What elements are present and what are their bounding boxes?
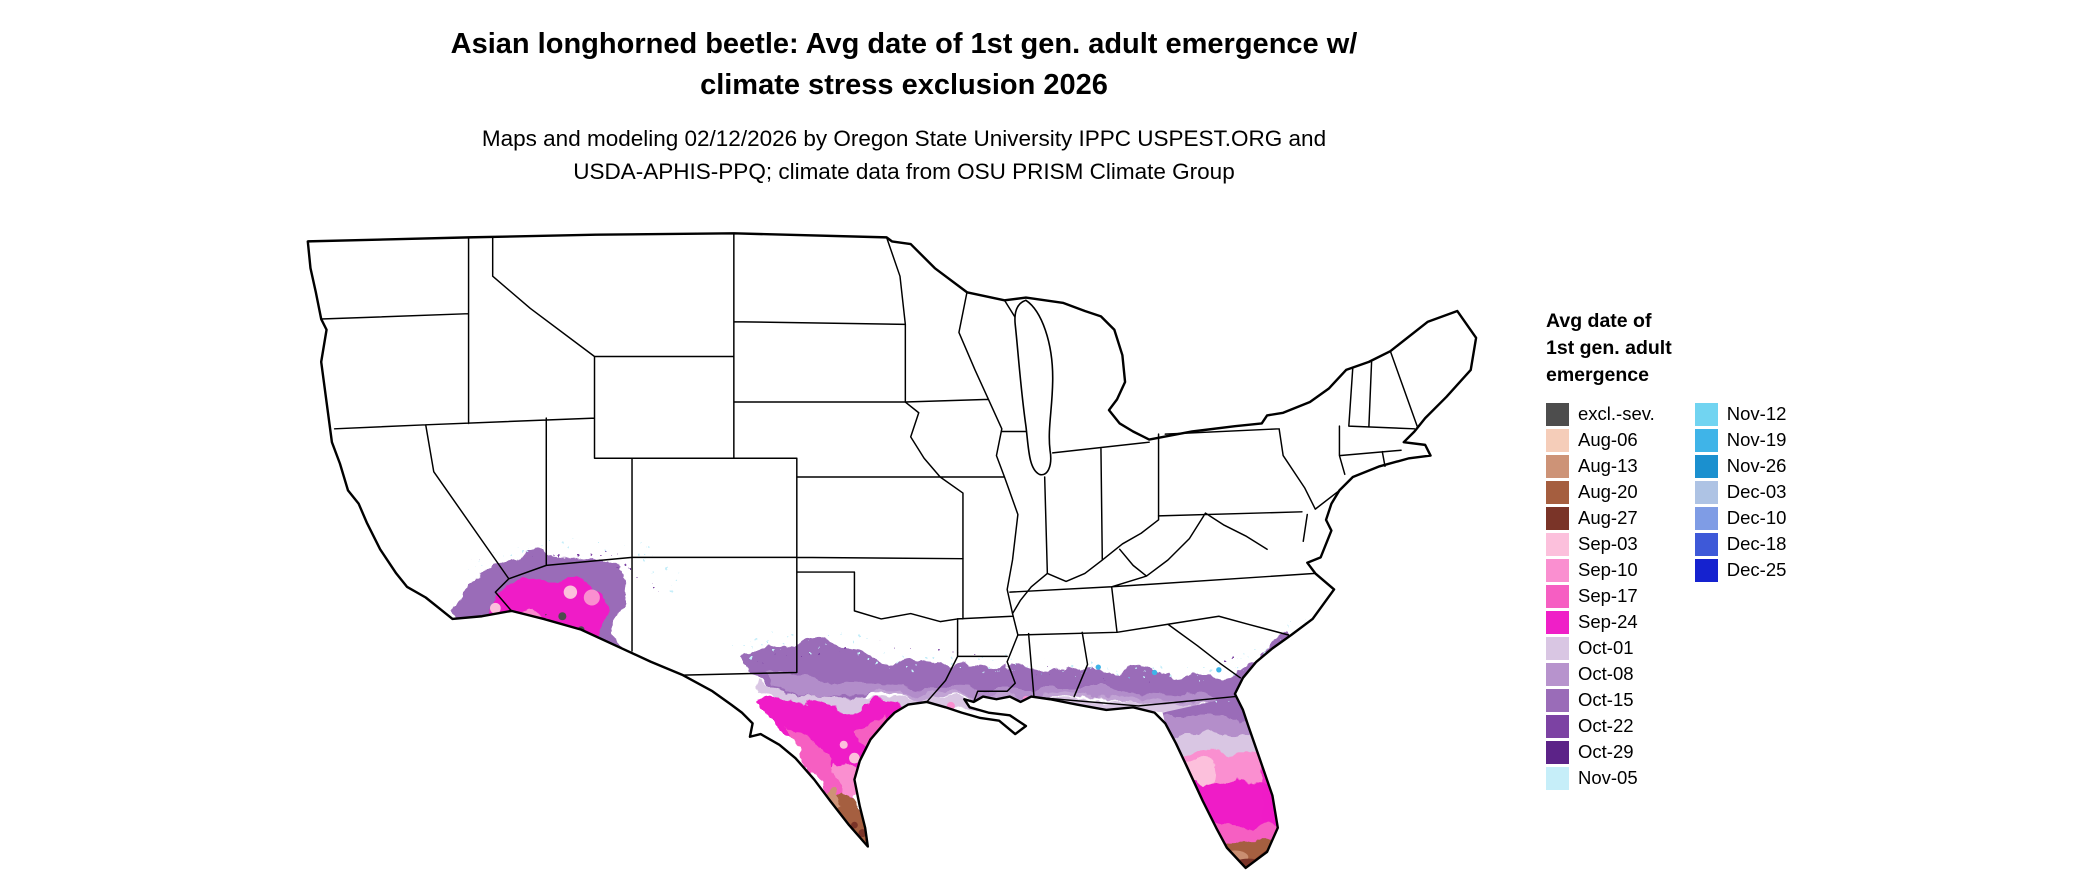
legend-item: Aug-13 bbox=[1546, 453, 1655, 479]
legend-swatch bbox=[1546, 428, 1569, 452]
florida-tip-august-zone bbox=[1162, 841, 1278, 868]
legend-item-label: Dec-03 bbox=[1726, 481, 1787, 502]
lake-michigan bbox=[1014, 299, 1054, 476]
legend-item-label: Oct-08 bbox=[1578, 663, 1634, 684]
legend-title: Avg date of 1st gen. adult emergence bbox=[1546, 308, 2006, 389]
us-map bbox=[306, 232, 1478, 870]
legend-item: Oct-29 bbox=[1546, 739, 1655, 765]
legend-swatch bbox=[1546, 662, 1569, 686]
page-title-line2: climate stress exclusion 2026 bbox=[700, 69, 1108, 101]
legend-item-label: Nov-19 bbox=[1726, 429, 1787, 450]
legend-item: Dec-25 bbox=[1694, 557, 1787, 583]
legend-item: Dec-18 bbox=[1694, 531, 1787, 557]
page-title: Asian longhorned beetle: Avg date of 1st… bbox=[0, 24, 1808, 106]
legend-item-label: Sep-03 bbox=[1578, 533, 1638, 554]
legend-swatch bbox=[1694, 428, 1718, 452]
legend-item: Nov-05 bbox=[1546, 765, 1655, 791]
legend-item: Nov-26 bbox=[1694, 453, 1787, 479]
legend-item-label: Sep-17 bbox=[1578, 585, 1638, 606]
legend-item: Nov-12 bbox=[1694, 401, 1787, 427]
legend-item: Aug-06 bbox=[1546, 427, 1655, 453]
legend-title-line2: 1st gen. adult bbox=[1546, 337, 1672, 359]
legend-item-label: Nov-05 bbox=[1578, 767, 1638, 788]
legend-swatch bbox=[1546, 558, 1569, 582]
legend-item-label: Sep-10 bbox=[1578, 559, 1638, 580]
legend-item: Aug-27 bbox=[1546, 505, 1655, 531]
legend-swatch bbox=[1546, 714, 1569, 738]
legend-item-label: Dec-10 bbox=[1726, 507, 1787, 528]
legend-columns: excl.-sev. Aug-06 Aug-13 Aug-20 Aug-27 Sep-03… bbox=[1546, 401, 2006, 791]
legend-item: Sep-17 bbox=[1546, 583, 1655, 609]
legend-item: Oct-15 bbox=[1546, 687, 1655, 713]
legend-item: excl.-sev. bbox=[1546, 401, 1655, 427]
legend-column-1: excl.-sev. Aug-06 Aug-13 Aug-20 Aug-27 Sep-03… bbox=[1546, 401, 1655, 791]
legend-swatch bbox=[1546, 532, 1569, 556]
legend-item-label: Oct-29 bbox=[1578, 741, 1634, 762]
page-subtitle-line1: Maps and modeling 02/12/2026 by Oregon S… bbox=[481, 126, 1327, 151]
us-coastline bbox=[306, 232, 1478, 870]
legend-item-label: Sep-24 bbox=[1578, 611, 1638, 632]
legend-swatch bbox=[1546, 688, 1569, 712]
legend-item: Dec-03 bbox=[1694, 479, 1787, 505]
legend-item-label: Aug-27 bbox=[1578, 507, 1638, 528]
legend-swatch bbox=[1546, 584, 1569, 608]
legend-swatch bbox=[1694, 532, 1718, 556]
legend-item-label: Oct-22 bbox=[1578, 715, 1634, 736]
us-landmass bbox=[307, 233, 1477, 868]
legend-item-label: Dec-25 bbox=[1726, 559, 1787, 580]
legend-item-label: Aug-20 bbox=[1578, 481, 1638, 502]
legend-item-label: Oct-15 bbox=[1578, 689, 1634, 710]
legend-title-line3: emergence bbox=[1546, 364, 1649, 386]
map-region-florida bbox=[1162, 696, 1278, 868]
legend-swatch bbox=[1694, 402, 1718, 426]
legend-swatch bbox=[1694, 506, 1718, 530]
legend-swatch bbox=[1546, 740, 1569, 764]
legend-swatch bbox=[1546, 610, 1569, 634]
legend-swatch bbox=[1546, 480, 1569, 504]
legend-swatch bbox=[1546, 402, 1569, 426]
legend-item: Sep-03 bbox=[1546, 531, 1655, 557]
legend-swatch bbox=[1694, 480, 1718, 504]
page-subtitle: Maps and modeling 02/12/2026 by Oregon S… bbox=[0, 122, 1808, 188]
state-borders bbox=[320, 232, 1418, 707]
legend-item: Nov-19 bbox=[1694, 427, 1787, 453]
legend-item: Oct-22 bbox=[1546, 713, 1655, 739]
legend-item: Oct-08 bbox=[1546, 661, 1655, 687]
title-block: Asian longhorned beetle: Avg date of 1st… bbox=[0, 24, 1808, 188]
legend-swatch bbox=[1546, 506, 1569, 530]
november-fringe-speckle bbox=[731, 605, 1318, 684]
legend: Avg date of 1st gen. adult emergence exc… bbox=[1546, 308, 2006, 791]
legend-item-label: Nov-12 bbox=[1726, 403, 1787, 424]
legend-item-label: Oct-01 bbox=[1578, 637, 1634, 658]
legend-item: Dec-10 bbox=[1694, 505, 1787, 531]
legend-item-label: Nov-26 bbox=[1726, 455, 1787, 476]
legend-item-label: Aug-06 bbox=[1578, 429, 1638, 450]
legend-item-label: Aug-13 bbox=[1578, 455, 1638, 476]
page-title-line1: Asian longhorned beetle: Avg date of 1st… bbox=[450, 28, 1358, 60]
legend-swatch bbox=[1694, 454, 1718, 478]
legend-title-line1: Avg date of bbox=[1546, 310, 1652, 332]
legend-item: Oct-01 bbox=[1546, 635, 1655, 661]
legend-item-label: excl.-sev. bbox=[1578, 403, 1655, 424]
legend-item: Sep-10 bbox=[1546, 557, 1655, 583]
legend-item: Aug-20 bbox=[1546, 479, 1655, 505]
legend-swatch bbox=[1546, 636, 1569, 660]
legend-column-2: Nov-12 Nov-19 Nov-26 Dec-03 Dec-10 Dec-18 Dec-… bbox=[1694, 401, 1787, 583]
legend-swatch bbox=[1546, 454, 1569, 478]
legend-swatch bbox=[1694, 558, 1718, 582]
legend-item-label: Dec-18 bbox=[1726, 533, 1787, 554]
legend-item: Sep-24 bbox=[1546, 609, 1655, 635]
legend-swatch bbox=[1546, 766, 1569, 790]
page-subtitle-line2: USDA-APHIS-PPQ; climate data from OSU PR… bbox=[573, 159, 1235, 184]
